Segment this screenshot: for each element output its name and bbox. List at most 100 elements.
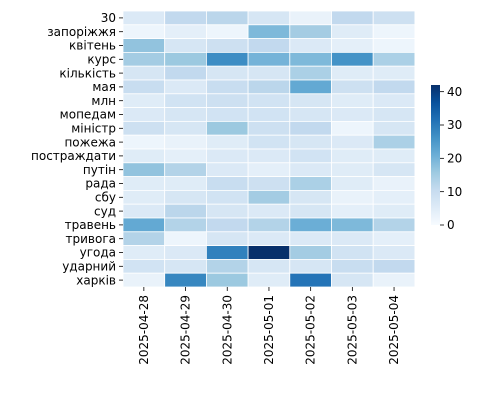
heatmap-cell-11-0 <box>122 162 166 178</box>
colorbar-gradient <box>431 85 440 225</box>
heatmap-cell-15-2 <box>205 217 249 233</box>
heatmap-cell-7-4 <box>289 107 332 122</box>
row-label: постраждати <box>31 149 116 163</box>
heatmap-cell-3-5 <box>331 52 374 67</box>
column-label: 2025-05-04 <box>387 295 401 365</box>
heatmap-cell-13-6 <box>372 189 416 205</box>
heatmap-cell-4-5 <box>331 65 374 81</box>
row-label: рада <box>85 177 116 191</box>
heatmap-cell-15-1 <box>164 217 207 233</box>
heatmap-cell-15-4 <box>289 217 332 233</box>
heatmap-cell-18-6 <box>372 258 416 274</box>
row-label: сбу <box>95 191 116 205</box>
heatmap-cell-16-0 <box>122 231 166 247</box>
heatmap-cell-7-3 <box>247 107 291 122</box>
heatmap-cell-11-3 <box>247 162 291 178</box>
heatmap-cell-11-6 <box>372 162 416 178</box>
heatmap-cell-6-2 <box>205 93 249 109</box>
row-label: харків <box>76 273 116 287</box>
heatmap-cell-3-1 <box>164 52 207 67</box>
row-label: тривога <box>66 232 116 246</box>
row-label: запоріжжя <box>47 25 116 39</box>
heatmap-cell-16-1 <box>164 231 207 247</box>
heatmap-cell-3-3 <box>247 52 291 67</box>
heatmap-cell-13-4 <box>289 189 332 205</box>
heatmap-cell-2-5 <box>331 38 374 53</box>
heatmap-cell-13-3 <box>247 189 291 205</box>
heatmap-cell-12-3 <box>247 176 291 191</box>
row-label: угода <box>80 246 116 260</box>
heatmap-cell-19-0 <box>122 272 166 288</box>
heatmap-cell-5-5 <box>331 79 374 95</box>
heatmap-cell-8-0 <box>122 121 166 136</box>
heatmap-cell-12-4 <box>289 176 332 191</box>
heatmap-cell-2-2 <box>205 38 249 53</box>
heatmap-cell-4-0 <box>122 65 166 81</box>
column-label: 2025-05-02 <box>304 295 318 365</box>
heatmap-cell-18-2 <box>205 258 249 274</box>
heatmap-cell-12-0 <box>122 176 166 191</box>
row-label: 30 <box>101 11 116 25</box>
heatmap-cell-8-2 <box>205 121 249 136</box>
row-label: квітень <box>69 39 116 53</box>
heatmap-cell-5-0 <box>122 79 166 95</box>
heatmap-cell-12-6 <box>372 176 416 191</box>
heatmap-cell-17-5 <box>331 245 374 260</box>
heatmap-cell-0-2 <box>205 10 249 26</box>
column-label: 2025-05-03 <box>345 295 359 365</box>
heatmap-cell-14-4 <box>289 203 332 219</box>
heatmap-cells <box>122 10 416 288</box>
row-label: кількість <box>59 66 116 80</box>
heatmap-cell-18-0 <box>122 258 166 274</box>
heatmap-cell-17-4 <box>289 245 332 260</box>
heatmap-cell-9-2 <box>205 134 249 150</box>
colorbar-tick-label: 0 <box>447 218 455 232</box>
heatmap-cell-0-5 <box>331 10 374 26</box>
heatmap-cell-17-2 <box>205 245 249 260</box>
heatmap-cell-3-0 <box>122 52 166 67</box>
heatmap-cell-6-0 <box>122 93 166 109</box>
heatmap-cell-1-6 <box>372 24 416 39</box>
row-labels: 30запоріжжяквітенькурскількістьмаямлнмоп… <box>31 11 123 287</box>
heatmap-cell-3-6 <box>372 52 416 67</box>
colorbar-tick-label: 40 <box>447 85 462 99</box>
heatmap-cell-6-6 <box>372 93 416 109</box>
heatmap-cell-5-1 <box>164 79 207 95</box>
heatmap-cell-10-4 <box>289 148 332 164</box>
row-label: суд <box>94 204 116 218</box>
heatmap-cell-2-1 <box>164 38 207 53</box>
row-label: путін <box>83 163 116 177</box>
row-label: мая <box>92 80 116 94</box>
heatmap-cell-7-0 <box>122 107 166 122</box>
heatmap-cell-9-1 <box>164 134 207 150</box>
heatmap-cell-1-5 <box>331 24 374 39</box>
heatmap-cell-1-3 <box>247 24 291 39</box>
heatmap-cell-7-5 <box>331 107 374 122</box>
heatmap-cell-19-2 <box>205 272 249 288</box>
heatmap-cell-18-5 <box>331 258 374 274</box>
heatmap-cell-10-5 <box>331 148 374 164</box>
heatmap-cell-15-3 <box>247 217 291 233</box>
row-label: травень <box>65 218 116 232</box>
heatmap-cell-19-5 <box>331 272 374 288</box>
heatmap-cell-11-4 <box>289 162 332 178</box>
heatmap-cell-14-6 <box>372 203 416 219</box>
heatmap-cell-9-0 <box>122 134 166 150</box>
heatmap-cell-18-4 <box>289 258 332 274</box>
heatmap-cell-14-0 <box>122 203 166 219</box>
heatmap-cell-13-0 <box>122 189 166 205</box>
heatmap-cell-0-3 <box>247 10 291 26</box>
heatmap-cell-0-0 <box>122 10 166 26</box>
heatmap-cell-1-2 <box>205 24 249 39</box>
heatmap-cell-9-5 <box>331 134 374 150</box>
heatmap-cell-17-1 <box>164 245 207 260</box>
heatmap-cell-6-1 <box>164 93 207 109</box>
column-label: 2025-04-30 <box>220 295 234 365</box>
heatmap-cell-14-2 <box>205 203 249 219</box>
heatmap-cell-6-4 <box>289 93 332 109</box>
heatmap-cell-11-1 <box>164 162 207 178</box>
row-label: міністр <box>71 122 116 136</box>
heatmap-cell-1-1 <box>164 24 207 39</box>
heatmap-cell-3-4 <box>289 52 332 67</box>
